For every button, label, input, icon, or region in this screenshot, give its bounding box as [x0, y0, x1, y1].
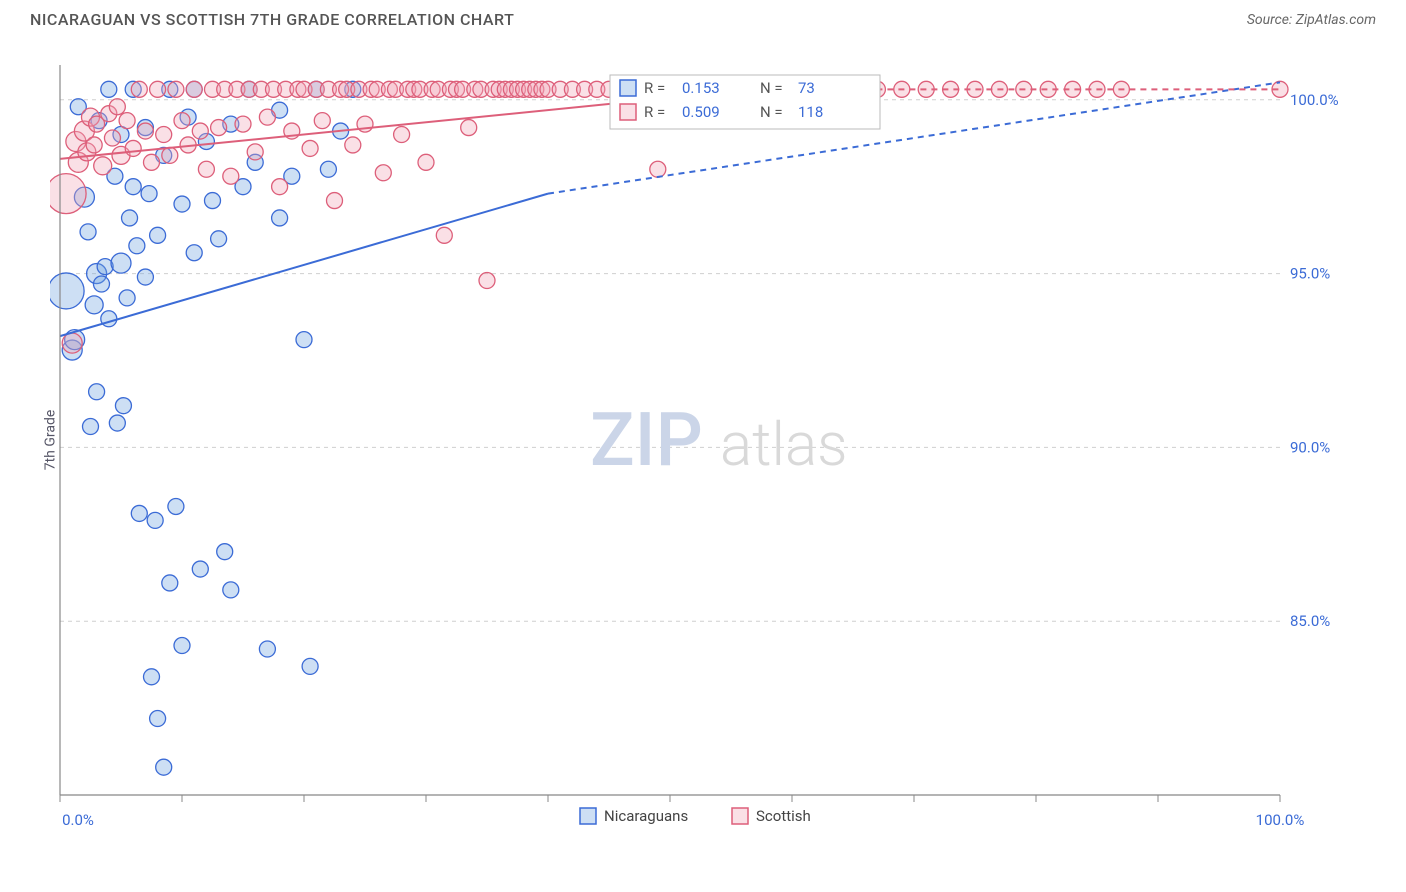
scatter-point-nicaraguans	[168, 498, 184, 514]
scatter-point-nicaraguans	[272, 210, 288, 226]
scatter-point-scottish	[62, 333, 82, 353]
scatter-point-nicaraguans	[174, 638, 190, 654]
scatter-point-scottish	[235, 116, 251, 132]
stats-swatch-nicaraguans	[620, 80, 636, 96]
scatter-point-scottish	[650, 161, 666, 177]
scatter-point-nicaraguans	[259, 641, 275, 657]
scatter-point-nicaraguans	[320, 161, 336, 177]
scatter-point-scottish	[314, 113, 330, 129]
scatter-point-scottish	[109, 99, 125, 115]
scatter-point-scottish	[418, 154, 434, 170]
x-tick-label: 100.0%	[1256, 811, 1305, 829]
stats-n-value-scottish: 118	[798, 103, 823, 121]
scatter-point-nicaraguans	[83, 419, 99, 435]
scatter-point-scottish	[86, 137, 102, 153]
scatter-point-nicaraguans	[93, 276, 109, 292]
scatter-point-nicaraguans	[217, 544, 233, 560]
scatter-point-nicaraguans	[205, 193, 221, 209]
scatter-point-nicaraguans	[109, 415, 125, 431]
chart-title: NICARAGUAN VS SCOTTISH 7TH GRADE CORRELA…	[30, 10, 514, 29]
scatter-point-nicaraguans	[302, 658, 318, 674]
scatter-point-scottish	[436, 227, 452, 243]
scatter-point-scottish	[168, 81, 184, 97]
scatter-point-nicaraguans	[144, 669, 160, 685]
scatter-point-scottish	[131, 81, 147, 97]
scatter-point-nicaraguans	[162, 575, 178, 591]
scatter-point-nicaraguans	[122, 210, 138, 226]
scatter-point-nicaraguans	[131, 505, 147, 521]
scatter-point-nicaraguans	[147, 512, 163, 528]
scatter-point-nicaraguans	[129, 238, 145, 254]
scatter-point-nicaraguans	[174, 196, 190, 212]
scatter-point-scottish	[223, 168, 239, 184]
scatter-point-nicaraguans	[115, 398, 131, 414]
scatter-point-scottish	[211, 120, 227, 136]
legend-swatch-nicaraguans	[580, 808, 596, 824]
stats-r-value-nicaraguans: 0.153	[682, 79, 720, 97]
scatter-point-scottish	[375, 165, 391, 181]
scatter-point-scottish	[302, 140, 318, 156]
y-axis-label: 7th Grade	[42, 410, 58, 471]
scatter-point-nicaraguans	[156, 759, 172, 775]
y-tick-label: 85.0%	[1290, 612, 1330, 630]
legend-label-scottish: Scottish	[756, 807, 811, 825]
watermark-zip: ZIP	[590, 397, 703, 484]
scatter-point-nicaraguans	[141, 186, 157, 202]
source-attribution: Source: ZipAtlas.com	[1247, 12, 1376, 28]
scatter-point-nicaraguans	[101, 81, 117, 97]
scatter-point-nicaraguans	[211, 231, 227, 247]
scatter-point-scottish	[247, 144, 263, 160]
scatter-point-scottish	[345, 137, 361, 153]
scatter-point-nicaraguans	[85, 296, 103, 314]
stats-n-value-nicaraguans: 73	[798, 79, 815, 97]
stats-r-label: R =	[644, 79, 665, 97]
scatter-point-scottish	[104, 130, 120, 146]
stats-r-label: R =	[644, 103, 665, 121]
y-tick-label: 95.0%	[1290, 265, 1330, 283]
scatter-point-scottish	[50, 174, 86, 214]
scatter-point-scottish	[150, 81, 166, 97]
scatter-point-nicaraguans	[150, 711, 166, 727]
scatter-point-nicaraguans	[186, 245, 202, 261]
scatter-point-scottish	[461, 120, 477, 136]
scatter-point-nicaraguans	[137, 269, 153, 285]
scatter-point-scottish	[272, 179, 288, 195]
scatter-point-scottish	[137, 123, 153, 139]
scatter-point-scottish	[156, 127, 172, 143]
scatter-point-nicaraguans	[192, 561, 208, 577]
legend-swatch-scottish	[732, 808, 748, 824]
scatter-point-nicaraguans	[125, 179, 141, 195]
stats-n-label: N =	[760, 103, 783, 121]
y-tick-label: 100.0%	[1290, 91, 1339, 109]
scatter-point-scottish	[479, 273, 495, 289]
scatter-point-scottish	[144, 154, 160, 170]
x-tick-label: 0.0%	[62, 811, 94, 829]
scatter-point-nicaraguans	[50, 273, 84, 309]
correlation-scatter-chart: 85.0% 90.0% 95.0% 100.0% ZIPatlas 0.0% 100.0% R…	[50, 45, 1370, 835]
scatter-point-scottish	[192, 123, 208, 139]
y-tick-label: 90.0%	[1290, 438, 1330, 456]
scatter-point-nicaraguans	[223, 582, 239, 598]
legend-label-nicaraguans: Nicaraguans	[604, 807, 688, 825]
scatter-point-nicaraguans	[119, 290, 135, 306]
scatter-point-nicaraguans	[296, 332, 312, 348]
scatter-point-scottish	[327, 193, 343, 209]
scatter-point-scottish	[186, 81, 202, 97]
scatter-point-scottish	[162, 147, 178, 163]
stats-swatch-scottish	[620, 104, 636, 120]
scatter-point-scottish	[174, 113, 190, 129]
scatter-point-scottish	[119, 113, 135, 129]
stats-n-label: N =	[760, 79, 783, 97]
scatter-point-scottish	[259, 109, 275, 125]
scatter-point-nicaraguans	[111, 253, 131, 273]
scatter-point-nicaraguans	[89, 384, 105, 400]
scatter-point-scottish	[125, 140, 141, 156]
scatter-point-nicaraguans	[80, 224, 96, 240]
scatter-point-scottish	[94, 157, 112, 175]
scatter-point-scottish	[394, 127, 410, 143]
watermark-atlas: atlas	[720, 409, 848, 480]
scatter-point-nicaraguans	[150, 227, 166, 243]
scatter-point-scottish	[198, 161, 214, 177]
stats-r-value-scottish: 0.509	[682, 103, 720, 121]
